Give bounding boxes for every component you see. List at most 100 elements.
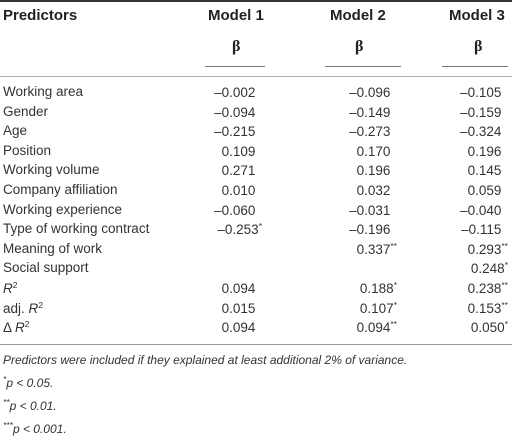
cell-value: 0.196 <box>467 143 502 159</box>
row-label: Meaning of work <box>3 241 102 256</box>
cell-model-3: 0.248* <box>437 260 508 276</box>
cell-value: –0.115 <box>461 222 502 238</box>
cell-model-1: –0.094** <box>208 104 262 120</box>
row-label-text: Company affiliation <box>3 182 118 197</box>
cell-model-3: 0.153** <box>437 300 508 316</box>
beta-underline-1 <box>205 66 265 67</box>
beta-underline-2 <box>325 66 401 67</box>
cell-value: 0.293 <box>467 241 502 257</box>
table-top-rule <box>0 0 512 2</box>
table-row: Company affiliation 0.010** 0.032** 0.059** <box>0 181 512 201</box>
note-p05-marker: * <box>3 374 7 384</box>
cell-model-2: –0.273** <box>320 123 397 139</box>
row-label-text: Social support <box>3 260 89 276</box>
cell-model-1: –0.002** <box>208 84 262 100</box>
table-row: adj. R2 0.015 ** 0.107* 0.153** <box>0 299 512 319</box>
table-row: Social support ** ** 0.248* <box>0 259 512 279</box>
row-label-text: Age <box>3 123 28 139</box>
cell-model-1: ** <box>208 241 262 257</box>
row-label: Company affiliation <box>3 182 118 197</box>
cell-value: 0.050 <box>470 320 505 336</box>
cell-value: 0.271 <box>221 163 256 179</box>
cell-value: –0.273 <box>349 124 391 140</box>
row-label-text: R <box>15 320 25 336</box>
row-label-prefix: adj. <box>3 300 29 316</box>
row-label: Social support <box>3 260 89 275</box>
cell-value: 0.094 <box>221 320 256 336</box>
row-label: R2 <box>3 280 17 296</box>
cell-value: –0.002 <box>214 85 256 100</box>
row-label-text: Type of working contract <box>3 221 150 237</box>
cell-model-2: 0.337** <box>320 241 397 257</box>
row-label-text: Working volume <box>3 162 100 178</box>
cell-model-3: –0.040** <box>437 202 508 218</box>
cell-value: 0.059 <box>467 183 502 198</box>
cell-value: –0.196 <box>349 222 391 238</box>
significance-marker: * <box>504 319 508 330</box>
row-label-text: R <box>3 281 13 296</box>
cell-model-1: –0.060** <box>208 202 262 218</box>
significance-marker: ** <box>501 280 508 290</box>
cell-model-2: –0.031** <box>320 202 397 218</box>
cell-value: 0.015 <box>221 300 256 316</box>
row-label-text: Position <box>3 142 52 158</box>
row-label: Position <box>3 143 51 158</box>
cell-model-1: –0.215** <box>208 123 262 139</box>
cell-value: 0.010 <box>221 183 256 198</box>
cell-value: –0.105 <box>460 85 502 100</box>
cell-model-1: –0.253* <box>208 221 262 237</box>
header-predictors: Predictors <box>3 7 78 24</box>
row-label-text: Meaning of work <box>3 240 103 256</box>
cell-model-2: 0.188* <box>320 280 397 296</box>
cell-value: 0.145 <box>467 163 502 179</box>
header-beta-3: β <box>474 38 483 55</box>
row-label-text: Working experience <box>3 201 123 217</box>
header-bottom-rule <box>0 76 512 77</box>
cell-model-3: –0.324** <box>437 123 508 139</box>
significance-marker: * <box>393 299 397 310</box>
table-row: R2 0.094 ** 0.188* 0.238** <box>0 279 512 299</box>
cell-value: 0.248 <box>470 261 505 277</box>
cell-value: 0.337 <box>356 241 391 257</box>
note-p01-text: p < 0.01. <box>9 399 57 413</box>
row-label: Age <box>3 123 27 138</box>
cell-value: –0.159 <box>460 104 502 120</box>
row-label-text: Gender <box>3 103 49 119</box>
row-label-superscript: 2 <box>24 319 30 330</box>
cell-model-1: ** <box>208 260 262 276</box>
cell-value: –0.096 <box>349 85 391 100</box>
table-row: Working volume 0.271** 0.196** 0.145** <box>0 161 512 181</box>
cell-model-2: 0.196** <box>320 162 397 178</box>
significance-marker: ** <box>501 299 508 310</box>
note-inclusion: Predictors were included if they explain… <box>3 353 408 367</box>
cell-value: 0.238 <box>467 281 502 296</box>
significance-marker: * <box>504 260 508 271</box>
row-label-superscript: 2 <box>12 280 18 290</box>
cell-value: 0.094 <box>221 281 256 296</box>
significance-marker: ** <box>390 319 397 330</box>
beta-underline-3 <box>442 66 508 67</box>
cell-model-2: –0.196** <box>320 221 397 237</box>
table-row: Type of working contract–0.253*–0.196**–… <box>0 220 512 240</box>
table-row: Age –0.215** –0.273** –0.324** <box>0 122 512 142</box>
row-label-text: R <box>28 300 39 316</box>
row-label-prefix: Δ <box>3 320 16 336</box>
table-row: Working experience –0.060** –0.031** –0.040… <box>0 201 512 221</box>
cell-model-2: ** <box>320 260 397 276</box>
cell-value: –0.149 <box>349 104 391 120</box>
cell-model-1: 0.109** <box>208 143 262 159</box>
row-label-text: Working area <box>3 84 84 99</box>
cell-model-3: 0.238** <box>437 280 508 296</box>
table-notes: Predictors were included if they explain… <box>3 351 407 439</box>
table-row: Meaning of work**0.337**0.293** <box>0 240 512 260</box>
note-p001-text: p < 0.001. <box>12 422 67 436</box>
cell-model-2: 0.107* <box>320 300 397 316</box>
header-beta-2: β <box>355 38 364 55</box>
cell-value: –0.031 <box>349 202 391 218</box>
header-model-3: Model 3 <box>449 7 505 24</box>
cell-model-1: 0.271** <box>208 162 262 178</box>
row-label-superscript: 2 <box>38 299 44 310</box>
row-label: Type of working contract <box>3 221 149 236</box>
table-row: Position 0.109** 0.170** 0.196** <box>0 142 512 162</box>
note-p05: *p < 0.05. <box>3 370 407 393</box>
